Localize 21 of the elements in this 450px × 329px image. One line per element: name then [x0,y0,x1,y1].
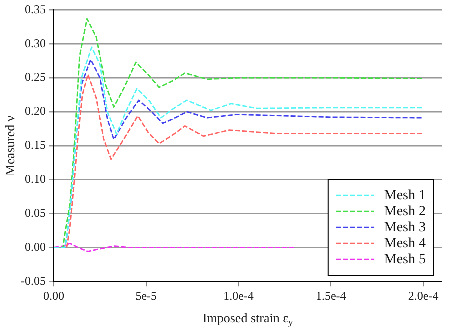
y-tick-label: 0.05 [24,206,46,220]
x-tick-label: 2.0e-4 [408,288,439,303]
y-tick-label: -0.05 [20,274,46,288]
legend-label: Mesh 5 [384,252,426,268]
x-tick-label: 1.0e-4 [224,288,254,303]
legend-label: Mesh 2 [384,204,426,220]
y-tick-label: 0.25 [24,70,46,84]
y-tick-label: 0.30 [24,36,46,50]
y-axis-title: Measured ν [2,116,18,176]
legend-label: Mesh 1 [384,188,426,204]
y-tick-label: 0.20 [24,104,46,118]
x-tick-label: 0.00 [43,288,64,303]
y-tick-label: 0.35 [24,2,46,16]
y-tick-label: 0.00 [24,240,46,254]
legend-label: Mesh 4 [384,236,426,252]
line-series [54,242,295,252]
x-tick-label: 5e-5 [136,288,158,303]
y-tick-label: 0.15 [24,138,46,152]
x-tick-label: 1.5e-4 [316,288,346,303]
y-tick-label: 0.10 [24,172,46,186]
legend-label: Mesh 3 [384,220,426,236]
